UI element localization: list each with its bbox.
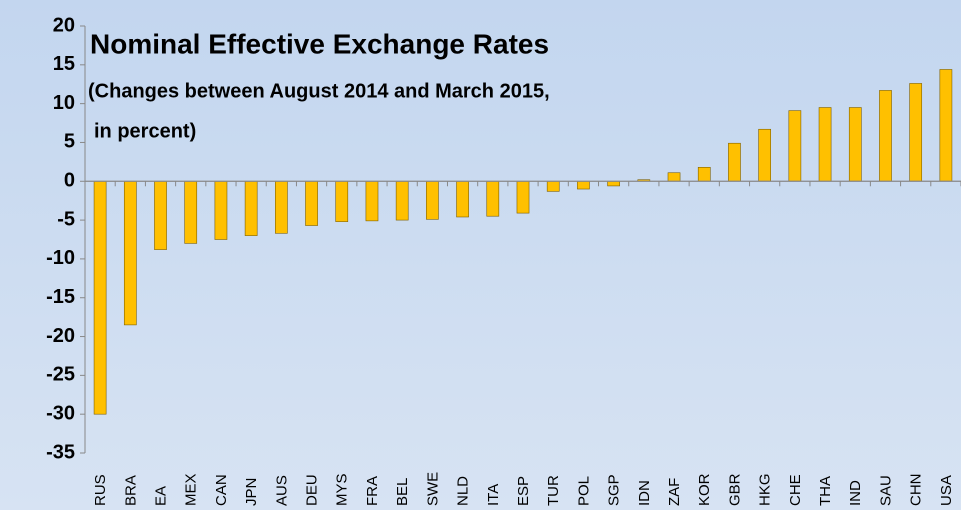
bar bbox=[758, 128, 771, 182]
x-tick-label: DEU bbox=[304, 474, 321, 506]
x-tick-label: SWE bbox=[424, 472, 441, 506]
bar bbox=[607, 180, 620, 187]
x-tick-label: SGP bbox=[606, 474, 623, 506]
x-tick-label: ZAF bbox=[666, 478, 683, 506]
bar bbox=[728, 142, 741, 182]
x-tick-label: THA bbox=[817, 476, 834, 506]
x-tick-label: NLD bbox=[455, 476, 472, 506]
x-tick-label: HKG bbox=[757, 473, 774, 506]
bar bbox=[848, 107, 862, 182]
x-tick-label: KOR bbox=[696, 473, 713, 506]
x-tick-label: IND bbox=[847, 480, 864, 506]
bar bbox=[275, 180, 288, 234]
x-tick-label: TUR bbox=[545, 475, 562, 506]
chart-title: Nominal Effective Exchange Rates bbox=[90, 28, 549, 59]
bar bbox=[546, 180, 560, 192]
bar bbox=[214, 180, 228, 240]
bar bbox=[244, 180, 258, 236]
x-tick-label: USA bbox=[938, 475, 955, 506]
y-tick-label: -20 bbox=[46, 325, 75, 347]
bar bbox=[577, 180, 590, 190]
x-tick-label: MYS bbox=[334, 473, 351, 506]
bar bbox=[909, 83, 923, 182]
x-tick-label: GBR bbox=[726, 473, 743, 506]
y-tick-label: 10 bbox=[53, 92, 75, 114]
x-tick-label: BRA bbox=[122, 475, 139, 506]
x-tick-label: CHN bbox=[908, 474, 925, 507]
bar bbox=[426, 180, 439, 220]
x-tick-label: CAN bbox=[213, 474, 230, 506]
bar bbox=[395, 180, 409, 221]
bar bbox=[456, 180, 469, 218]
bar bbox=[154, 180, 167, 250]
bar bbox=[516, 180, 530, 214]
y-tick-label: 5 bbox=[64, 131, 75, 153]
y-tick-label: 20 bbox=[53, 14, 75, 36]
x-tick-label: CHE bbox=[787, 474, 804, 506]
y-tick-label: -5 bbox=[57, 208, 75, 230]
y-tick-label: -15 bbox=[46, 286, 75, 308]
chart-subtitle: in percent) bbox=[94, 120, 196, 142]
x-tick-label: SAU bbox=[877, 475, 894, 506]
bar bbox=[305, 180, 318, 226]
bar bbox=[939, 69, 953, 182]
bar bbox=[818, 107, 832, 182]
x-tick-label: RUS bbox=[92, 474, 109, 506]
chart-subtitle: (Changes between August 2014 and March 2… bbox=[88, 80, 550, 102]
bar bbox=[879, 90, 892, 182]
x-tick-label: JPN bbox=[243, 478, 260, 506]
x-tick-label: IDN bbox=[636, 480, 653, 506]
bar bbox=[486, 180, 500, 217]
bar bbox=[788, 110, 802, 182]
bar bbox=[335, 180, 349, 222]
bar bbox=[184, 180, 198, 244]
y-tick-label: -25 bbox=[46, 364, 75, 386]
x-tick-label: EA bbox=[152, 486, 169, 506]
bar bbox=[93, 180, 107, 415]
x-tick-label: ITA bbox=[485, 484, 502, 506]
x-tick-label: BEL bbox=[394, 478, 411, 506]
x-tick-label: FRA bbox=[364, 476, 381, 506]
y-tick-label: -10 bbox=[46, 247, 75, 269]
y-tick-label: 0 bbox=[64, 170, 75, 192]
x-tick-label: POL bbox=[575, 476, 592, 506]
bar bbox=[697, 166, 711, 182]
x-tick-label: AUS bbox=[273, 475, 290, 506]
y-tick-label: -35 bbox=[46, 441, 75, 463]
y-tick-label: 15 bbox=[53, 53, 75, 75]
bar bbox=[123, 180, 137, 326]
x-tick-label: MEX bbox=[183, 473, 200, 506]
bar bbox=[667, 172, 681, 182]
y-tick-label: -30 bbox=[46, 402, 75, 424]
x-tick-label: ESP bbox=[515, 476, 532, 506]
bar bbox=[365, 180, 379, 222]
